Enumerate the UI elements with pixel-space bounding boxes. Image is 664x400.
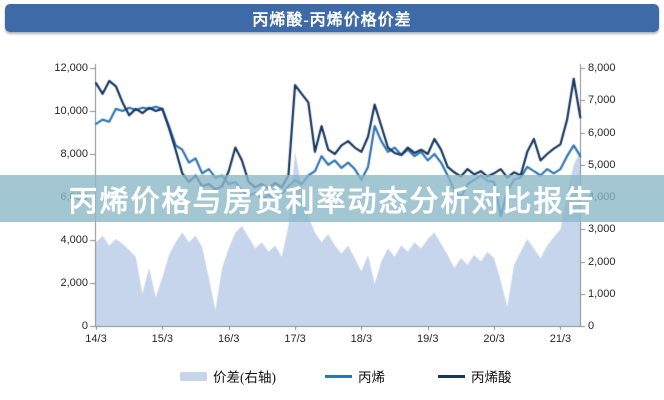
x-axis-tick-label: 16/3 <box>217 333 240 345</box>
legend-label-propylene: 丙烯 <box>358 370 385 385</box>
legend-label-spread: 价差(右轴) <box>213 370 276 385</box>
legend-item-propylene: 丙烯 <box>325 366 385 386</box>
y-right-tick-label: 2,000 <box>588 255 616 268</box>
legend-item-acrylic-acid: 丙烯酸 <box>438 366 512 386</box>
legend-label-acrylic-acid: 丙烯酸 <box>471 370 512 385</box>
y-left-tick-label: 8,000 <box>60 148 88 160</box>
y-left-tick-label: 12,000 <box>54 62 88 74</box>
y-right-tick-label: 8,000 <box>588 62 616 74</box>
y-left-tick-label: 4,000 <box>60 234 88 246</box>
chart-legend: 价差(右轴) 丙烯 丙烯酸 <box>0 366 664 390</box>
y-left-tick-label: 0 <box>81 320 88 332</box>
x-axis-tick-label: 21/3 <box>549 333 572 345</box>
watermark-band: 丙烯价格与房贷利率动态分析对比报告 <box>0 175 664 222</box>
x-axis-tick-label: 20/3 <box>483 333 505 345</box>
y-right-tick-label: 6,000 <box>588 126 616 139</box>
x-axis-tick-label: 14/3 <box>85 333 107 345</box>
x-axis-tick-label: 19/3 <box>417 333 439 345</box>
y-left-tick-label: 10,000 <box>54 105 88 117</box>
y-right-tick-label: 7,000 <box>588 94 616 107</box>
acrylic-acid-line-swatch <box>438 374 465 378</box>
x-axis-tick-label: 15/3 <box>151 333 174 345</box>
y-right-tick-label: 1,000 <box>588 287 616 300</box>
watermark-text: 丙烯价格与房贷利率动态分析对比报告 <box>68 185 596 218</box>
y-left-tick-label: 2,000 <box>60 277 88 289</box>
y-right-tick-label: 0 <box>588 320 595 332</box>
legend-item-spread: 价差(右轴) <box>180 366 276 386</box>
spread-area-swatch <box>180 371 207 381</box>
x-axis-tick-label: 18/3 <box>350 333 373 345</box>
y-right-tick-label: 3,000 <box>588 223 616 236</box>
propylene-line-swatch <box>325 374 352 378</box>
y-right-tick-label: 5,000 <box>588 158 616 171</box>
x-axis-tick-label: 17/3 <box>284 333 306 345</box>
